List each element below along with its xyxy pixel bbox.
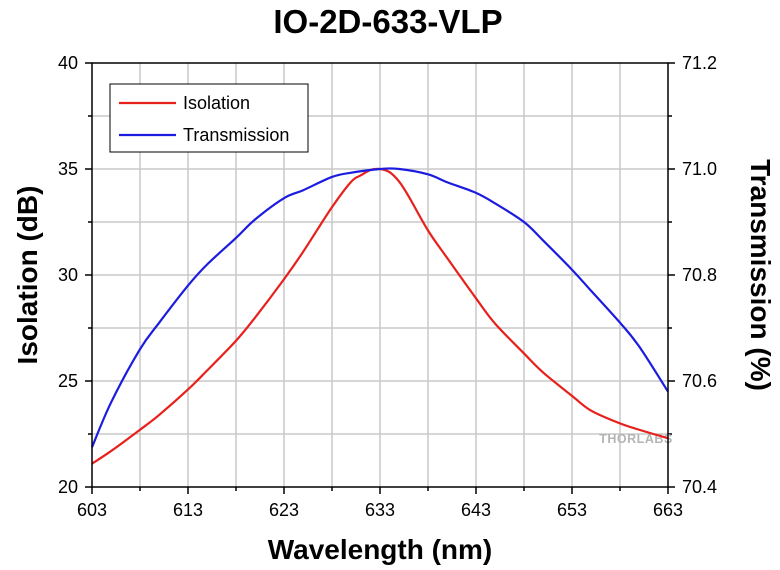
y-right-axis-title: Transmission (%): [745, 159, 776, 391]
x-tick-label: 653: [557, 500, 587, 520]
series-line-transmission: [90, 167, 669, 448]
series-lines: [90, 167, 669, 465]
legend: Isolation Transmission: [109, 83, 309, 153]
chart-title: IO-2D-633-VLP: [273, 3, 502, 40]
y-right-tick-label: 71.0: [682, 159, 717, 179]
x-tick-label: 613: [173, 500, 203, 520]
x-tick-label: 633: [365, 500, 395, 520]
y-right-tick-label: 70.8: [682, 265, 717, 285]
y-left-axis-title: Isolation (dB): [12, 186, 43, 365]
legend-box: [109, 83, 309, 153]
y-left-tick-label: 20: [58, 477, 78, 497]
y-left-tick-label: 35: [58, 159, 78, 179]
x-tick-label: 663: [653, 500, 683, 520]
y-right-tick-label: 70.4: [682, 477, 717, 497]
y-right-tick-label: 70.6: [682, 371, 717, 391]
y-left-tick-label: 25: [58, 371, 78, 391]
plot-frame: [91, 62, 669, 488]
y-right-tick-label: 71.2: [682, 53, 717, 73]
x-tick-label: 623: [269, 500, 299, 520]
y-left-tick-label: 40: [58, 53, 78, 73]
legend-label-transmission: Transmission: [183, 125, 289, 145]
x-tick-label: 603: [77, 500, 107, 520]
x-axis-title: Wavelength (nm): [268, 534, 493, 565]
thorlabs-watermark: THORLABS: [599, 432, 672, 446]
axis-ticks: 603 613 623 633 643 653 663 20 25 30 35 40 70.4 70.6 7…: [58, 53, 717, 520]
x-tick-label: 643: [461, 500, 491, 520]
y-left-tick-label: 30: [58, 265, 78, 285]
legend-label-isolation: Isolation: [183, 93, 250, 113]
